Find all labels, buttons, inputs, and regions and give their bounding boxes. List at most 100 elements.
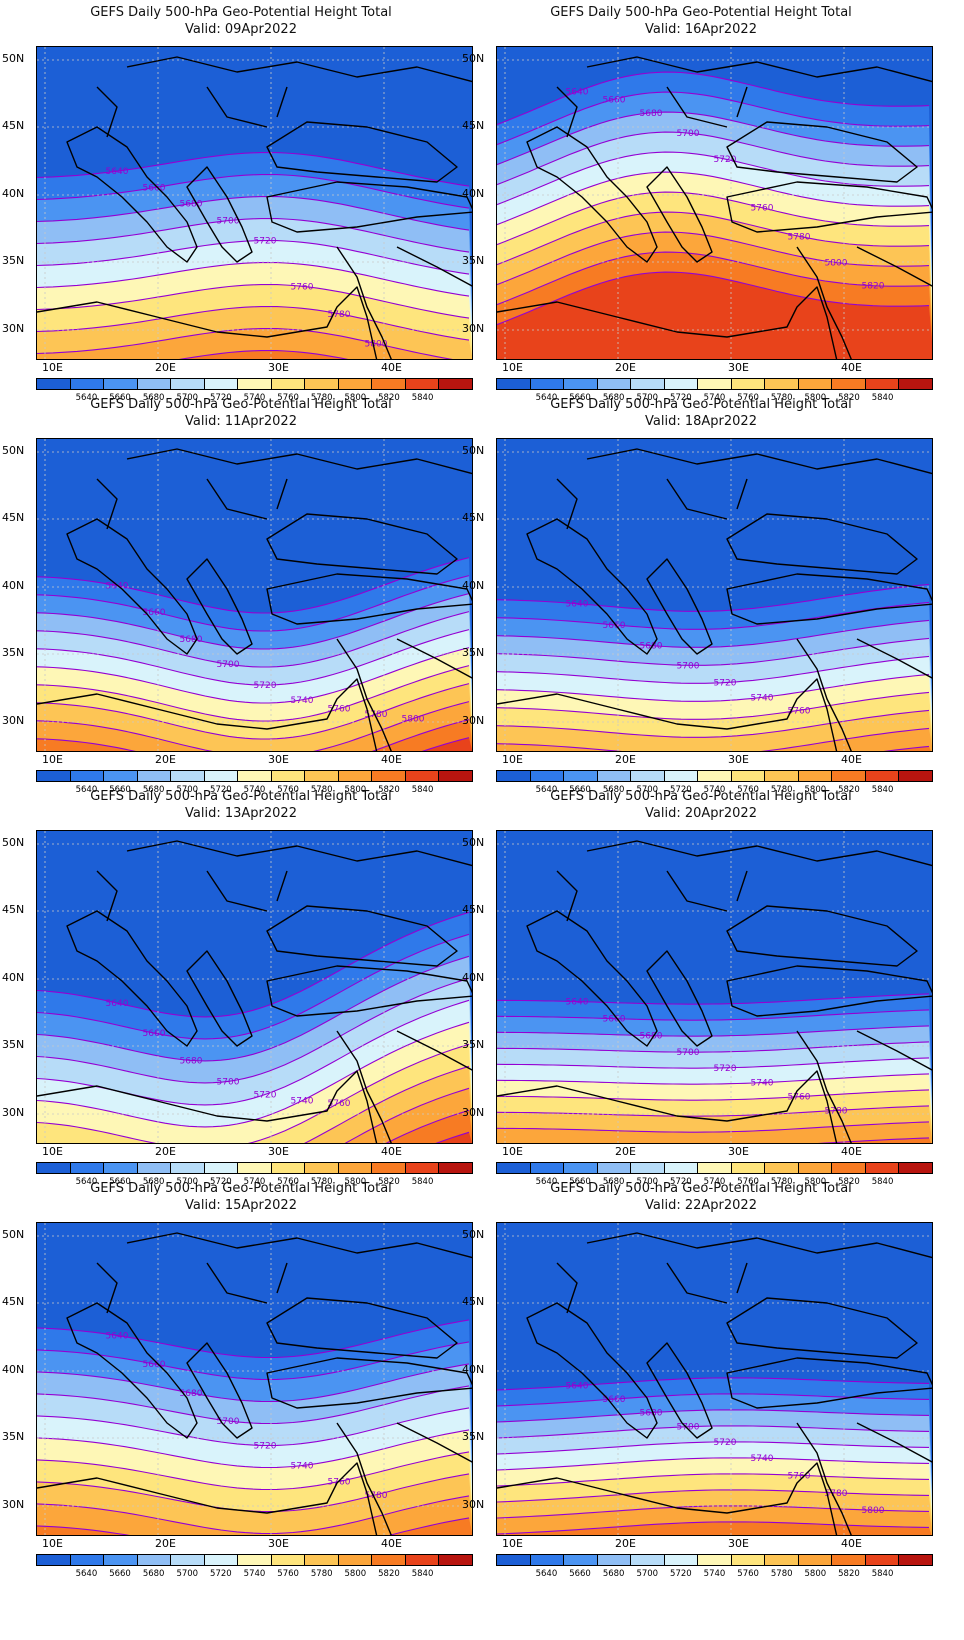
colorbar-label: 5840 xyxy=(871,785,894,795)
colorbar-label: 5780 xyxy=(310,393,333,403)
map-panel: GEFS Daily 500-hPa Geo-Potential Height … xyxy=(0,0,482,410)
coastline xyxy=(736,478,748,510)
coastline xyxy=(96,870,118,922)
lat-tick-label: 30N xyxy=(2,322,25,335)
contour-label: 5680 xyxy=(180,1056,203,1066)
lon-tick-label: 30E xyxy=(728,1145,749,1158)
contour-label: 5700 xyxy=(677,129,700,139)
colorbar-swatch xyxy=(338,1555,373,1565)
colorbar-label: 5820 xyxy=(378,785,400,795)
contour-line xyxy=(497,1473,930,1487)
contour-line xyxy=(497,231,930,286)
contour-line xyxy=(37,611,470,668)
contour-line xyxy=(37,261,470,297)
colorbar-swatch xyxy=(372,771,406,781)
coastline xyxy=(796,1422,852,1535)
map-plot-area: 5640 5660 5680 5700 5720 5760 5780 5800 xyxy=(36,46,473,360)
contour-label: 5740 xyxy=(291,1462,314,1472)
colorbar-swatch xyxy=(171,1163,205,1173)
map-plot-area: 5640 5660 5680 5700 5720 5760 5780 5800 5820 xyxy=(496,46,933,360)
contour-label: 5640 xyxy=(566,600,589,610)
lat-tick-label: 35N xyxy=(462,1038,485,1051)
colorbar-label: 5640 xyxy=(535,393,558,403)
map-svg: 5640 5660 5680 5700 5720 5760 5780 5800 xyxy=(37,47,472,359)
contour-line xyxy=(37,955,470,1062)
contour-line xyxy=(37,239,470,275)
contour-line xyxy=(37,911,470,1018)
contour-line xyxy=(37,683,470,740)
coastline xyxy=(66,126,198,263)
colorbar-label: 5780 xyxy=(310,1569,333,1579)
coastline xyxy=(336,638,392,751)
lon-tick-label: 20E xyxy=(615,1145,636,1158)
colorbar-swatch xyxy=(238,379,272,389)
contour-line xyxy=(497,601,930,630)
lat-tick-label: 50N xyxy=(462,836,485,849)
colorbar-label: 5820 xyxy=(378,1569,400,1579)
contour-label: 5640 xyxy=(106,1331,129,1341)
contour-label: 5700 xyxy=(217,217,240,227)
contour-label: 5680 xyxy=(640,109,663,119)
contour-label: 5720 xyxy=(714,1064,737,1074)
panel-valid-date: Valid: 18Apr2022 xyxy=(645,414,757,429)
coastline xyxy=(37,678,378,751)
lat-tick-label: 50N xyxy=(2,1228,25,1241)
coastline xyxy=(726,513,918,575)
contour-line xyxy=(497,655,930,684)
colorbar xyxy=(496,378,933,390)
colorbar-swatch xyxy=(832,1555,866,1565)
colorbar-swatch xyxy=(104,379,138,389)
colorbar-label: 5760 xyxy=(277,393,299,403)
colorbar-label: 5840 xyxy=(411,393,434,403)
lon-tick-label: 30E xyxy=(268,361,289,374)
colorbar-label: 5740 xyxy=(703,1177,726,1187)
colorbar-label: 5760 xyxy=(737,785,759,795)
colorbar-swatch xyxy=(70,1163,105,1173)
map-svg: 5640 5660 5680 5700 5720 5740 5760 5780 xyxy=(497,831,932,1143)
colorbar-swatch xyxy=(305,1555,339,1565)
colorbar-label: 5840 xyxy=(411,1569,434,1579)
coastline xyxy=(666,1262,728,1304)
colorbar-swatch xyxy=(664,771,699,781)
colorbar-swatch xyxy=(70,771,105,781)
colorbar-swatch xyxy=(530,379,565,389)
contour-line xyxy=(37,1385,470,1425)
panel-title: GEFS Daily 500-hPa Geo-Potential Height … xyxy=(460,788,942,822)
colorbar-label: 5800 xyxy=(344,393,367,403)
contour-line xyxy=(37,575,470,632)
coastline xyxy=(526,910,658,1047)
colorbar-label: 5720 xyxy=(670,393,692,403)
colorbar-label: 5780 xyxy=(770,785,793,795)
colorbar-swatch xyxy=(865,1163,900,1173)
colorbar-swatch xyxy=(798,1163,833,1173)
colorbar-swatch xyxy=(530,771,565,781)
height-band xyxy=(37,701,472,751)
contour-label: 5700 xyxy=(217,660,240,670)
coastline xyxy=(186,1342,253,1439)
lon-tick-label: 30E xyxy=(268,1537,289,1550)
contour-label: 5760 xyxy=(328,1099,351,1109)
panel-valid-date: Valid: 22Apr2022 xyxy=(645,1198,757,1213)
colorbar-label: 5660 xyxy=(109,393,131,403)
colorbar-swatch xyxy=(137,771,172,781)
contour-label: 5660 xyxy=(603,1395,626,1405)
lat-tick-label: 35N xyxy=(2,1038,25,1051)
map-svg: 5640 5660 5680 5700 5720 5740 5760 5780 xyxy=(37,1223,472,1535)
contour-label: 5720 xyxy=(254,1441,277,1451)
lat-tick-label: 50N xyxy=(462,1228,485,1241)
coastline xyxy=(276,478,288,510)
colorbar-label: 5640 xyxy=(75,393,98,403)
colorbar-label: 5680 xyxy=(602,393,625,403)
colorbar-swatch xyxy=(104,1555,138,1565)
coastline xyxy=(666,478,728,520)
lat-tick-label: 30N xyxy=(462,1106,485,1119)
colorbar-label: 5820 xyxy=(838,393,860,403)
contour-line xyxy=(37,217,470,253)
contour-line xyxy=(37,1319,470,1359)
panel-title-line: GEFS Daily 500-hPa Geo-Potential Height … xyxy=(90,789,392,804)
contour-label: 5720 xyxy=(714,679,737,689)
contour-line xyxy=(497,637,930,666)
colorbar-label: 5720 xyxy=(210,1177,232,1187)
colorbar-swatch xyxy=(338,1163,373,1173)
colorbar-label: 5700 xyxy=(176,1177,199,1187)
